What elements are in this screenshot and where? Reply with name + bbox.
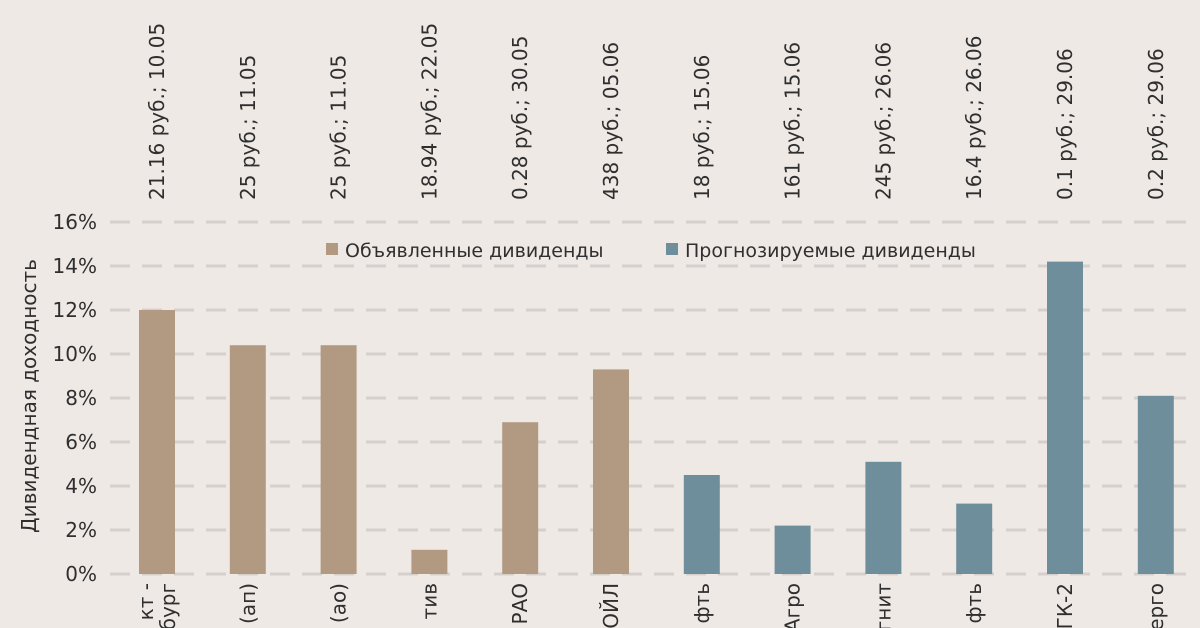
bar [1137, 395, 1174, 574]
bar [774, 525, 811, 574]
bar [411, 549, 448, 574]
bar-annotation: 0.1 руб.; 29.06 [1053, 48, 1077, 200]
y-tick-label: 16% [53, 210, 97, 234]
bar-annotations: 21.16 руб.; 10.05 25 руб.; 11.05 25 руб.; … [145, 23, 1168, 200]
x-tick-label: фть [690, 583, 714, 624]
bar-annotation: 245 руб.; 26.06 [871, 42, 895, 200]
y-axis-ticks: 0% 2% 4% 6% 8% 10% 12% 14% 16% [53, 210, 97, 586]
x-tick-label: кт - [134, 583, 158, 620]
bars [139, 261, 1174, 574]
bar [139, 310, 175, 574]
gridlines [110, 220, 1190, 576]
x-tick-label: РАО [508, 583, 532, 624]
y-tick-label: 14% [53, 254, 97, 278]
y-tick-label: 6% [65, 430, 97, 454]
bar [683, 475, 720, 574]
y-tick-label: 0% [65, 562, 97, 586]
y-axis-label: Дивидендная доходность [17, 259, 41, 533]
x-tick-label: фть [962, 583, 986, 624]
y-tick-label: 4% [65, 474, 97, 498]
x-tick-label: ГК-2 [1053, 583, 1077, 628]
y-tick-label: 2% [65, 518, 97, 542]
bar-annotation: 21.16 руб.; 10.05 [145, 23, 169, 200]
legend: Объявленные дивиденды Прогнозируемые див… [326, 240, 976, 262]
x-tick-label: ОЙЛ [599, 583, 623, 628]
bar-annotation: 18.94 руб.; 22.05 [417, 23, 441, 200]
x-tick-label: тив [417, 583, 441, 619]
bar-annotation: 0.28 руб.; 30.05 [508, 36, 532, 200]
bar-annotation: 16.4 руб.; 26.06 [962, 36, 986, 200]
legend-swatch-declared [326, 243, 338, 255]
bar [320, 345, 357, 574]
bar [229, 345, 266, 574]
x-tick-label: ерго [1144, 583, 1168, 628]
x-tick-label: (ао) [327, 583, 351, 623]
bar-annotation: 25 руб.; 11.05 [236, 55, 260, 200]
bar-annotation: 18 руб.; 15.06 [690, 55, 714, 200]
bar [956, 503, 993, 574]
bar [865, 461, 902, 574]
bar [502, 422, 539, 574]
x-axis-ticks: кт -бург (ап) (ао) тив РАО ОЙЛ фть Агро гнит фть Г… [134, 583, 1168, 628]
bar [1047, 261, 1083, 574]
bar-annotation: 161 руб.; 15.06 [781, 42, 805, 200]
y-tick-label: 12% [53, 298, 97, 322]
legend-swatch-forecast [666, 243, 678, 255]
x-tick-label: (ап) [236, 583, 260, 624]
x-tick-label: бург [156, 583, 180, 628]
y-tick-label: 8% [65, 386, 97, 410]
bar-annotation: 438 руб.; 05.06 [599, 42, 623, 200]
y-tick-label: 10% [53, 342, 97, 366]
bar [593, 369, 629, 574]
legend-label-declared: Объявленные дивиденды [345, 240, 604, 262]
x-tick-label: Агро [781, 583, 805, 628]
legend-label-forecast: Прогнозируемые дивиденды [685, 240, 976, 262]
bar-annotation: 0.2 руб.; 29.06 [1144, 48, 1168, 200]
bar-annotation: 25 руб.; 11.05 [327, 55, 351, 200]
x-tick-label: гнит [871, 583, 895, 628]
